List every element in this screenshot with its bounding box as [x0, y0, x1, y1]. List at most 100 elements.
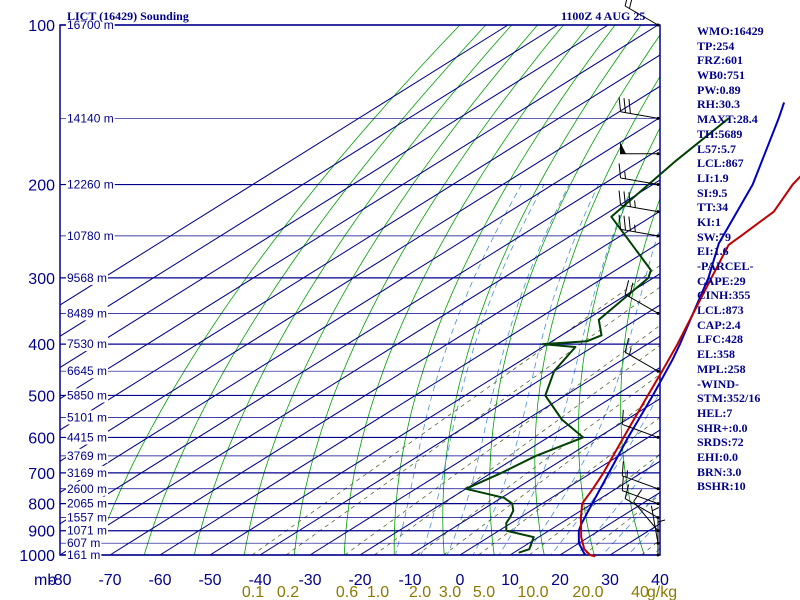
height-label: 6645 m [67, 364, 107, 378]
index-item: STM:352/16 [697, 391, 761, 406]
height-label-bg [66, 536, 102, 551]
dry-adiabat [243, 25, 538, 555]
isotherm [60, 25, 509, 306]
height-label: 4415 m [67, 430, 107, 444]
dry-adiabat [343, 25, 590, 555]
height-label: 12260 m [67, 178, 114, 192]
pressure-tick-label: 700 [28, 466, 55, 483]
index-item: TP:254 [697, 38, 735, 53]
height-label: 161 m [67, 548, 100, 562]
dry-adiabat [293, 25, 564, 555]
isotherm [60, 148, 660, 525]
mixing-ratio-label: 2.0 [409, 584, 431, 600]
height-label: 5101 m [67, 410, 107, 424]
height-label-bg [66, 410, 109, 425]
height-label-bg [66, 465, 109, 480]
moist-adiabat [472, 184, 599, 555]
height-label-bg [66, 364, 109, 379]
height-label: 2600 m [67, 482, 107, 496]
index-item: SW:79 [697, 229, 732, 244]
pressure-tick-label: 100 [28, 18, 55, 35]
pressure-tick-label: 200 [28, 178, 55, 195]
height-label: 2065 m [67, 497, 107, 511]
mixing-ratio-label: 3.0 [439, 584, 461, 600]
height-label: 7530 m [67, 337, 107, 351]
height-label: 10780 m [67, 229, 114, 243]
isotherm [109, 210, 660, 555]
index-item: HEL:7 [697, 405, 733, 420]
wind-barb [656, 517, 666, 557]
temperature-tick-label: -10 [398, 572, 421, 589]
wind-barb [624, 337, 660, 373]
isotherm [509, 460, 660, 555]
temperature-tick-label: -80 [48, 572, 71, 589]
isotherm [559, 491, 660, 555]
mixing-ratio-line [344, 324, 660, 555]
temperature-tick-label: 20 [551, 572, 569, 589]
diagram-grid [59, 24, 661, 556]
moist-adiabat [550, 390, 660, 555]
temperature-tick-label: -70 [98, 572, 121, 589]
mixing-ratio-line [583, 494, 660, 555]
height-label-bg [66, 388, 109, 403]
isotherm [60, 25, 609, 369]
dry-adiabat [489, 34, 660, 555]
index-item: PW:0.89 [697, 82, 741, 97]
dry-adiabat [534, 75, 660, 555]
index-item: EI:1.6 [697, 244, 729, 259]
height-label-bg [66, 523, 109, 538]
dry-adiabat [620, 197, 660, 555]
dry-adiabat [578, 126, 660, 555]
height-label: 9568 m [67, 271, 107, 285]
index-item: LCL:867 [697, 156, 744, 171]
pressure-tick-label: 800 [28, 497, 55, 514]
index-item: RH:30.3 [697, 97, 740, 112]
index-item: FRZ:601 [697, 53, 743, 68]
chart-title: LICT (16429) Sounding [67, 9, 189, 23]
height-label: 3169 m [67, 466, 107, 480]
height-label-bg [66, 306, 109, 321]
pressure-unit-label: mb [34, 572, 56, 589]
height-label-bg [66, 430, 109, 445]
temperature-tick-label: -40 [248, 572, 271, 589]
index-item: BRN:3.0 [697, 464, 742, 479]
mixing-ratio-label: 40 [631, 584, 649, 600]
index-item: CAPE:29 [697, 273, 746, 288]
isotherm [459, 429, 660, 555]
index-item: EL:358 [697, 347, 736, 362]
wind-barbs [618, 0, 666, 557]
pressure-tick-label: 500 [28, 388, 55, 405]
wind-barb [650, 505, 660, 545]
isotherm [60, 54, 660, 431]
isotherm [409, 398, 660, 555]
height-label: 1557 m [67, 511, 107, 525]
index-item: EHI:0.0 [697, 449, 739, 464]
wind-barb [621, 476, 660, 506]
index-item: LFC:428 [697, 332, 743, 347]
height-label: 16700 m [67, 18, 114, 32]
temperature-tick-label: -30 [298, 572, 321, 589]
mixing-ratio-label: 0.2 [277, 584, 299, 600]
moist-adiabat [498, 184, 634, 555]
mixing-ratio-label: 10.0 [517, 584, 548, 600]
height-label-bg [66, 481, 109, 496]
isotherm [60, 116, 660, 494]
index-item: LCL:873 [697, 303, 744, 318]
pressure-tick-label: 300 [28, 271, 55, 288]
height-label-bg [66, 548, 102, 562]
mixing-ratio-line [251, 264, 660, 555]
mixing-ratio-label: 1.0 [367, 584, 389, 600]
index-item: CINH:355 [697, 288, 751, 303]
isotherm [309, 335, 660, 555]
mixing-ratio-label: 5.0 [473, 584, 495, 600]
wind-barb [618, 97, 660, 120]
index-item: CAP:2.4 [697, 317, 741, 332]
index-item: LI:1.9 [697, 170, 729, 185]
isotherm [60, 25, 559, 337]
dry-adiabat [193, 25, 512, 555]
mixing-ratio-unit: g/kg [647, 584, 677, 600]
index-item: TT:34 [697, 200, 729, 215]
pressure-tick-label: 600 [28, 430, 55, 447]
chart-time: 1100Z 4 AUG 25 [561, 9, 645, 23]
